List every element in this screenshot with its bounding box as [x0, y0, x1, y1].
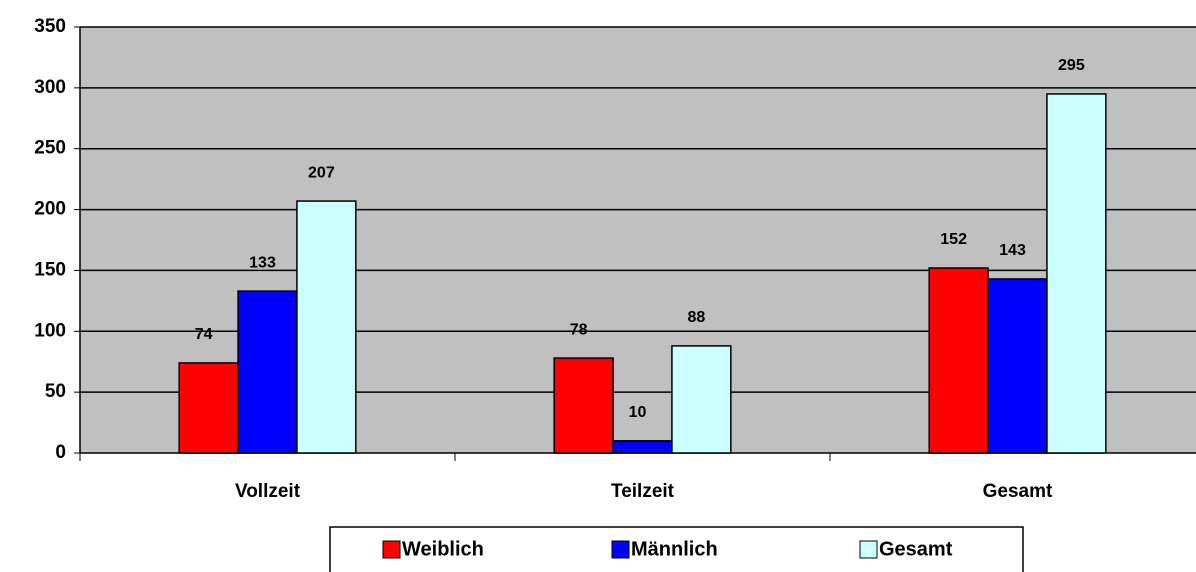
y-tick-label: 150	[34, 259, 66, 280]
value-label: 88	[687, 309, 705, 326]
bar	[928, 267, 989, 454]
x-tick-label: Gesamt	[983, 481, 1053, 502]
bar	[237, 290, 298, 454]
value-label: 143	[999, 242, 1026, 259]
bar	[1046, 93, 1107, 454]
bar	[178, 362, 239, 454]
bar	[612, 440, 673, 454]
legend-label: Weiblich	[402, 538, 484, 560]
x-tick-label: Vollzeit	[235, 481, 301, 502]
value-label: 10	[629, 404, 647, 421]
bar	[553, 357, 614, 454]
legend-swatch	[859, 540, 878, 559]
legend-box	[329, 526, 1024, 572]
bar	[296, 200, 357, 454]
value-label: 207	[308, 164, 335, 181]
x-tick-label: Teilzeit	[611, 481, 675, 502]
legend-swatch	[382, 540, 401, 559]
value-label: 133	[249, 254, 276, 271]
y-tick-label: 300	[34, 77, 66, 98]
legend-swatch	[611, 540, 630, 559]
y-tick-label: 250	[34, 138, 66, 159]
legend-label: Männlich	[631, 538, 718, 560]
y-tick-label: 200	[34, 199, 66, 220]
bar	[671, 345, 732, 454]
y-tick-label: 350	[34, 16, 66, 37]
value-label: 295	[1058, 57, 1085, 74]
value-label: 152	[940, 231, 967, 248]
bar	[987, 278, 1048, 454]
y-tick-label: 50	[45, 381, 66, 402]
y-tick-label: 0	[55, 442, 66, 463]
y-tick-label: 100	[34, 320, 66, 341]
value-label: 78	[570, 321, 588, 338]
value-label: 74	[195, 326, 213, 343]
legend-label: Gesamt	[879, 538, 953, 560]
